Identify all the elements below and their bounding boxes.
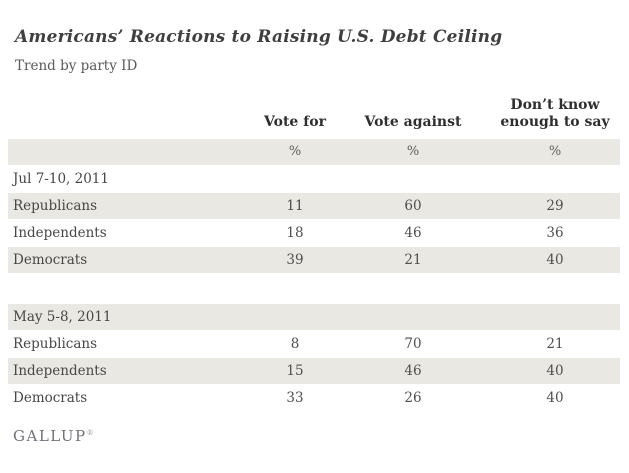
party-label: Democrats <box>13 390 88 406</box>
page-title: Americans’ Reactions to Raising U.S. Deb… <box>15 27 503 47</box>
value-vote-against: 46 <box>404 225 422 241</box>
gallup-wordmark: GALLUP <box>13 427 87 445</box>
value-vote-against: 21 <box>404 252 422 268</box>
party-label: Republicans <box>13 336 97 352</box>
value-vote-against: 60 <box>404 198 422 214</box>
page-subtitle: Trend by party ID <box>15 58 138 74</box>
value-dont-know: 29 <box>546 198 564 214</box>
table-header: Vote for Vote against Don’t know enough … <box>8 90 622 134</box>
table-row: Republicans 11 60 29 <box>8 193 620 219</box>
value-vote-for: 33 <box>286 390 304 406</box>
table-row: Democrats 39 21 40 <box>8 247 620 273</box>
value-vote-for: 8 <box>290 336 300 352</box>
value-dont-know: 40 <box>546 390 564 406</box>
percent-sign: % <box>548 144 562 159</box>
value-dont-know: 21 <box>546 336 564 352</box>
section-date: Jul 7-10, 2011 <box>13 171 109 187</box>
value-vote-against: 26 <box>404 390 422 406</box>
party-label: Independents <box>13 363 107 379</box>
value-vote-against: 46 <box>404 363 422 379</box>
table-row: Democrats 33 26 40 <box>8 385 620 411</box>
value-dont-know: 40 <box>546 252 564 268</box>
table-row: Independents 15 46 40 <box>8 358 620 384</box>
column-header-vote-against: Vote against <box>364 114 462 130</box>
percent-sign: % <box>406 144 420 159</box>
gallup-logo: GALLUP® <box>13 427 94 445</box>
party-label: Democrats <box>13 252 88 268</box>
value-vote-against: 70 <box>404 336 422 352</box>
value-dont-know: 40 <box>546 363 564 379</box>
value-vote-for: 18 <box>286 225 304 241</box>
section-date: May 5-8, 2011 <box>13 309 112 325</box>
table-row: Independents 18 46 36 <box>8 220 620 246</box>
value-dont-know: 36 <box>546 225 564 241</box>
value-vote-for: 15 <box>286 363 304 379</box>
column-header-dont-know: Don’t know enough to say <box>500 97 610 130</box>
section-date-row: Jul 7-10, 2011 <box>8 166 620 192</box>
value-vote-for: 11 <box>286 198 304 214</box>
table-row: Republicans 8 70 21 <box>8 331 620 357</box>
value-vote-for: 39 <box>286 252 304 268</box>
unit-row: % % % <box>8 139 620 165</box>
party-label: Republicans <box>13 198 97 214</box>
trademark-symbol: ® <box>86 429 94 437</box>
party-label: Independents <box>13 225 107 241</box>
section-date-row: May 5-8, 2011 <box>8 304 620 330</box>
column-header-vote-for: Vote for <box>264 114 326 130</box>
percent-sign: % <box>288 144 302 159</box>
